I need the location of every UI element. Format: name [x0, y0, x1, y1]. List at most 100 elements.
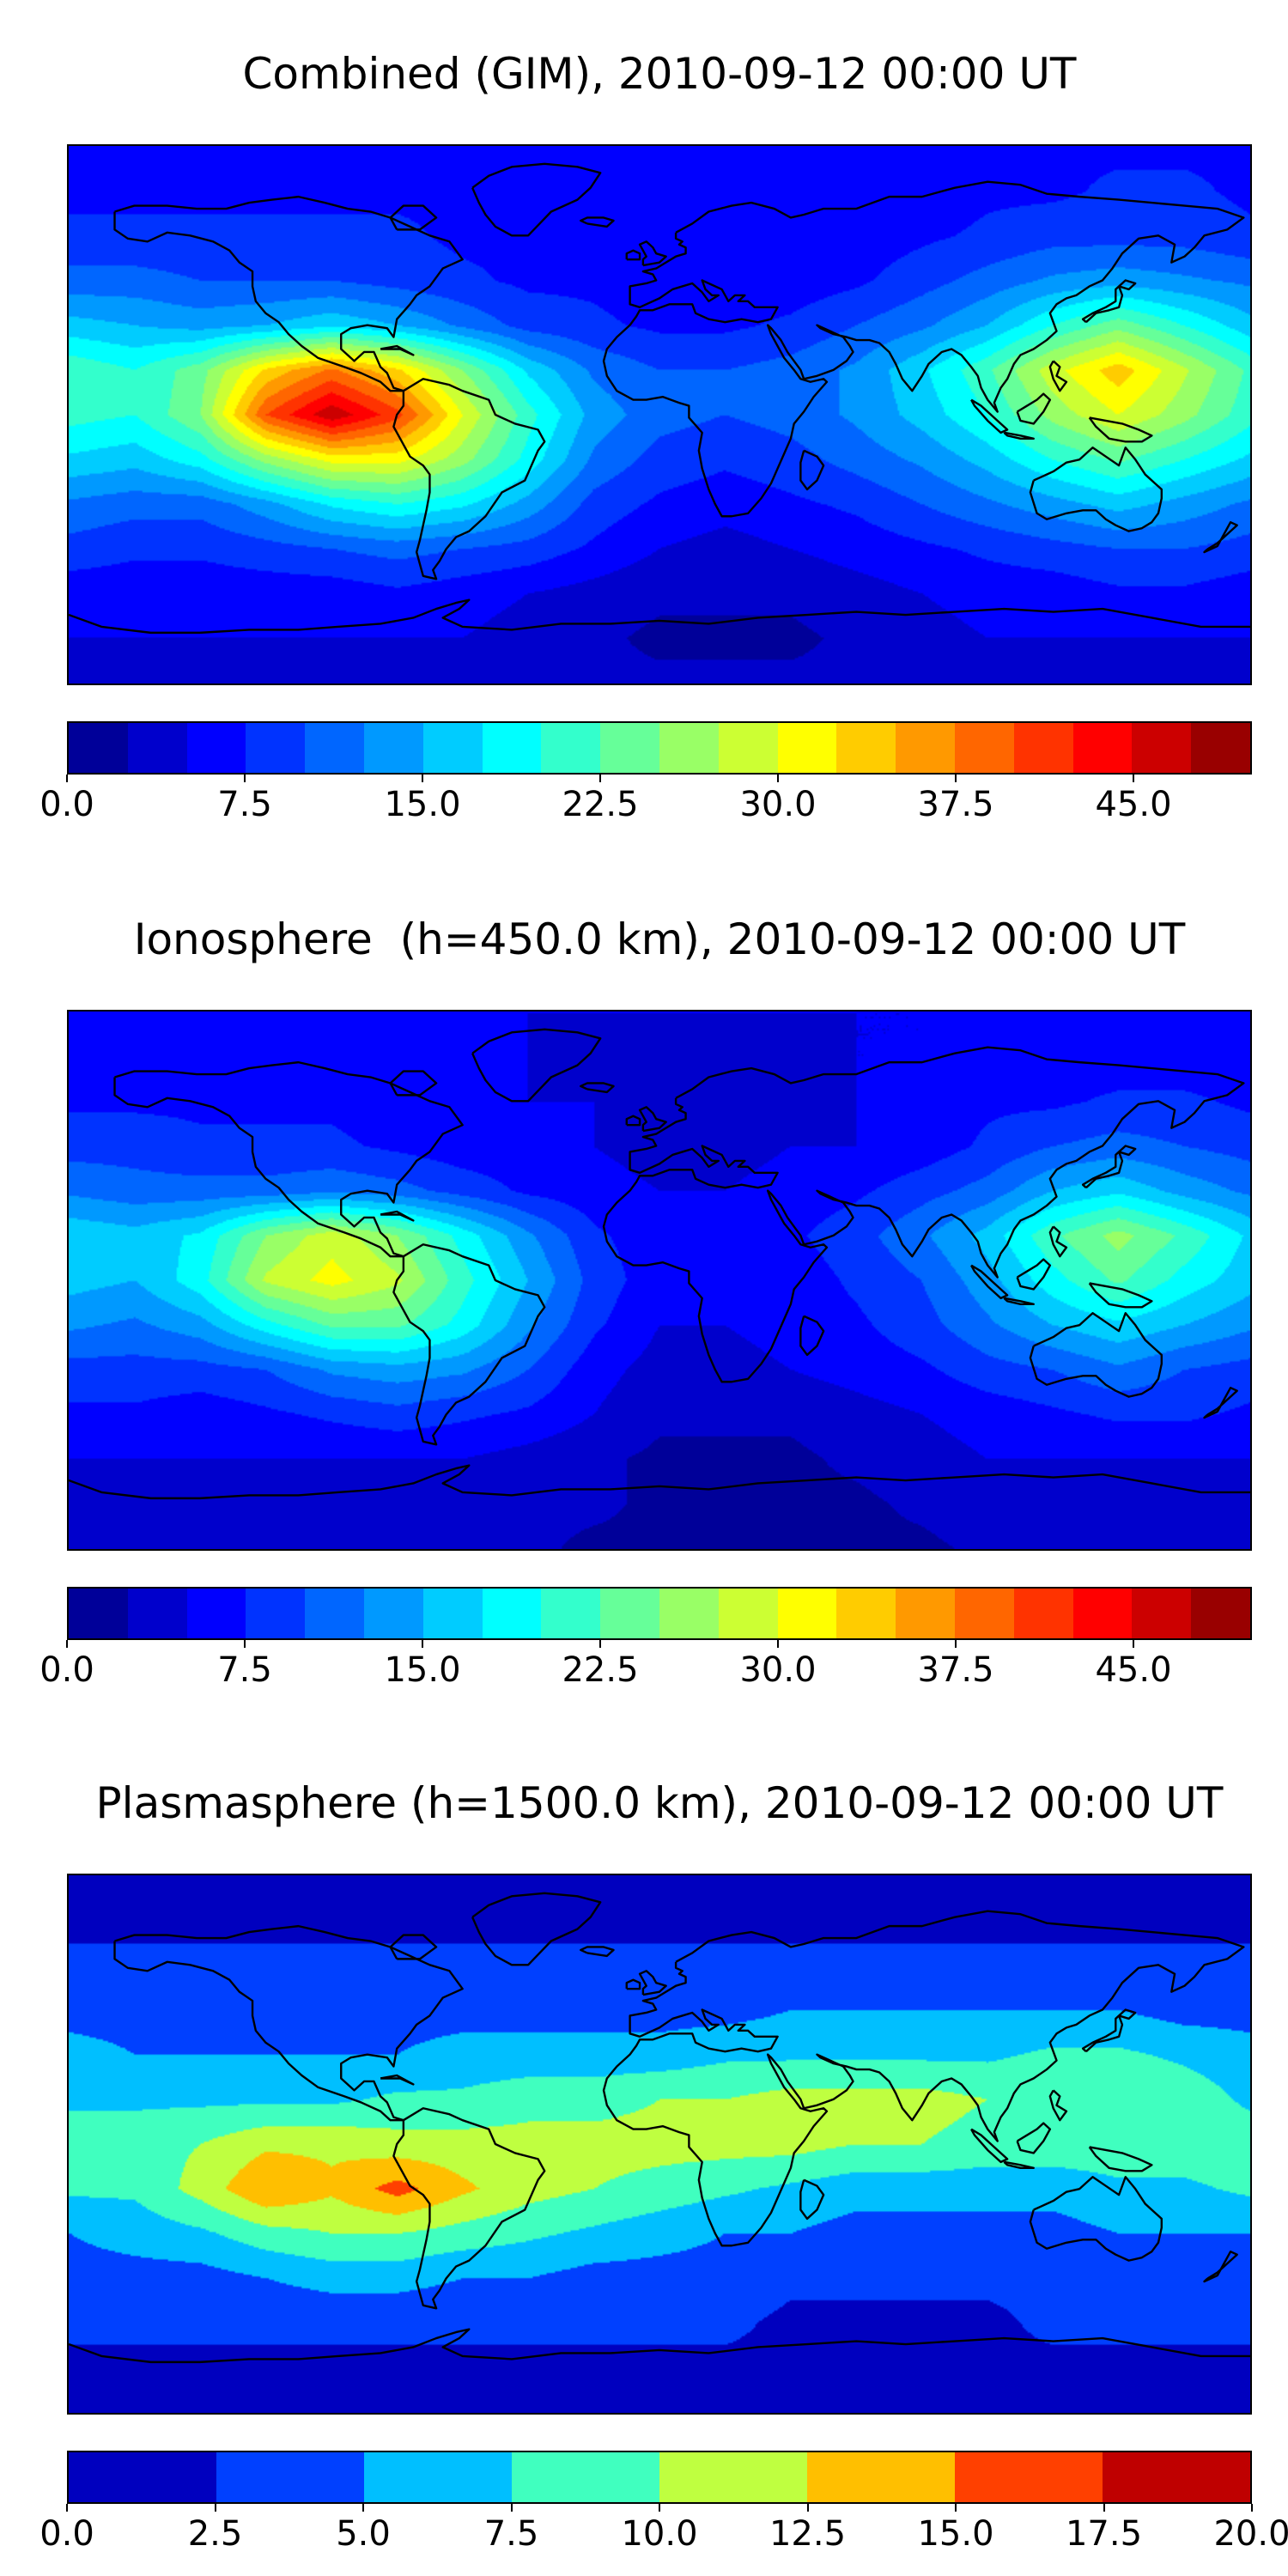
colorbar-tick-label: 45.0 [1095, 1650, 1172, 1690]
coastline-iceland [580, 217, 613, 226]
colorbar-tick-mark [1133, 775, 1134, 782]
colorbar-tick-label: 0.0 [39, 1650, 94, 1690]
coastline-madagascar [800, 1316, 823, 1355]
coastline-java [1004, 2162, 1033, 2168]
colorbar-tick-label: 30.0 [739, 785, 817, 824]
colorbar-segment [836, 723, 896, 773]
colorbar-tick-mark [659, 2504, 660, 2512]
coastline-philippines [1050, 2090, 1066, 2120]
colorbar-segment [600, 1589, 659, 1638]
colorbar-tick-label: 0.0 [39, 785, 94, 824]
map-plot-area [67, 1010, 1252, 1551]
colorbar-ticks: 0.0 2.5 5.0 7.5 10.0 12.5 15.0 17.5 20.0 [39, 2504, 1288, 2557]
coastline-greenland [472, 1030, 600, 1101]
colorbar-segment [1013, 1589, 1073, 1638]
colorbar-segment [1072, 723, 1133, 773]
colorbar-segment [186, 723, 246, 773]
coastline-new-guinea [1090, 2147, 1152, 2171]
map-plot-area [67, 1874, 1252, 2415]
colorbar-tick-mark [599, 1640, 601, 1648]
colorbar-segment [69, 2452, 216, 2502]
colorbar-segment [600, 723, 659, 773]
colorbar-ticks: 0.0 7.5 15.0 22.5 30.0 37.5 45.0 [39, 775, 1252, 828]
colorbar-segment [364, 2452, 512, 2502]
coastline-borneo [1018, 394, 1050, 424]
coastline-britain [640, 1107, 666, 1131]
colorbar-ticks: 0.0 7.5 15.0 22.5 30.0 37.5 45.0 [39, 1640, 1252, 1693]
panel-plasmasphere: Plasmasphere (h=1500.0 km), 2010-09-12 0… [39, 1772, 1288, 2557]
colorbar-segment [718, 723, 778, 773]
coastline-new-guinea [1090, 417, 1152, 441]
coastline-afro-eurasia [604, 1048, 1243, 1382]
coastlines-overlay [69, 1012, 1250, 1549]
coastline-afro-eurasia [604, 1911, 1243, 2246]
coastline-ireland [627, 1980, 640, 1989]
colorbar-tick-mark [955, 775, 957, 782]
colorbar-tick-mark [777, 1640, 779, 1648]
colorbar-tick-label: 15.0 [384, 785, 461, 824]
coastline-north-america [115, 1926, 463, 2120]
coastline-japan [1083, 1146, 1135, 1188]
colorbar-tick-label: 7.5 [217, 785, 272, 824]
coastline-antarctica [69, 1466, 1250, 1498]
colorbar-tick-label: 22.5 [562, 785, 639, 824]
coastlines-overlay [69, 1875, 1250, 2413]
colorbar-tick-label: 15.0 [917, 2514, 994, 2554]
coastline-new-zealand [1204, 1388, 1236, 1418]
colorbar-segment [1191, 723, 1250, 773]
colorbar-tick-mark [777, 775, 779, 782]
colorbar-segment [1103, 2452, 1250, 2502]
chart-title: Plasmasphere (h=1500.0 km), 2010-09-12 0… [95, 1778, 1224, 1828]
colorbar-tick-mark [1133, 1640, 1134, 1648]
tec-heatmap-canvas [69, 1012, 1250, 1549]
coastline-cuba [380, 346, 413, 355]
colorbar-tick-label: 0.0 [39, 2514, 94, 2554]
coastline-baffin-island [391, 206, 437, 230]
colorbar-segment [1132, 1589, 1192, 1638]
coastline-new-zealand [1204, 522, 1236, 552]
coastline-japan [1083, 281, 1135, 323]
colorbar-tick-mark [214, 2504, 216, 2512]
coastline-philippines [1050, 1226, 1066, 1256]
coastline-afro-eurasia [604, 182, 1243, 517]
colorbar-segment [1132, 723, 1192, 773]
coastline-south-america [393, 379, 544, 579]
colorbar-tick-label: 37.5 [917, 1650, 994, 1690]
colorbar-segment [1191, 1589, 1250, 1638]
panel-combined-gim: Combined (GIM), 2010-09-12 00:00 UT 0.0 7… [39, 43, 1252, 828]
coastline-java [1004, 1298, 1033, 1304]
colorbar [67, 1587, 1252, 1640]
colorbar-segment [954, 723, 1014, 773]
colorbar-segment [246, 1589, 306, 1638]
coastlines-overlay [69, 146, 1250, 683]
colorbar-segment [659, 2452, 807, 2502]
coastline-south-america [393, 2108, 544, 2308]
colorbar-tick-label: 10.0 [621, 2514, 698, 2554]
colorbar-segment [836, 1589, 896, 1638]
coastline-cuba [380, 2075, 413, 2084]
colorbar-segment [482, 723, 542, 773]
coastline-antarctica [69, 600, 1250, 633]
coastline-britain [640, 1971, 666, 1995]
coastline-new-guinea [1090, 1283, 1152, 1307]
coastline-sumatra [971, 1266, 1007, 1298]
chart-title: Combined (GIM), 2010-09-12 00:00 UT [242, 49, 1077, 99]
coastline-baffin-island [391, 1072, 437, 1096]
colorbar-segment [127, 723, 187, 773]
colorbar-segment [659, 1589, 719, 1638]
colorbar-tick-mark [955, 2504, 957, 2512]
colorbar [67, 2451, 1252, 2504]
coastline-britain [640, 241, 666, 265]
colorbar-segment [363, 723, 423, 773]
tec-heatmap-canvas [69, 146, 1250, 683]
coastline-antarctica [69, 2330, 1250, 2362]
coastline-greenland [472, 164, 600, 235]
colorbar-segment [512, 2452, 659, 2502]
colorbar-tick-mark [422, 1640, 423, 1648]
colorbar-tick-mark [510, 2504, 513, 2512]
colorbar-tick-mark [244, 1640, 246, 1648]
coastline-australia [1030, 2177, 1162, 2260]
colorbar-segment [807, 2452, 955, 2502]
coastline-australia [1030, 447, 1162, 531]
colorbar-tick-mark [66, 2504, 68, 2512]
